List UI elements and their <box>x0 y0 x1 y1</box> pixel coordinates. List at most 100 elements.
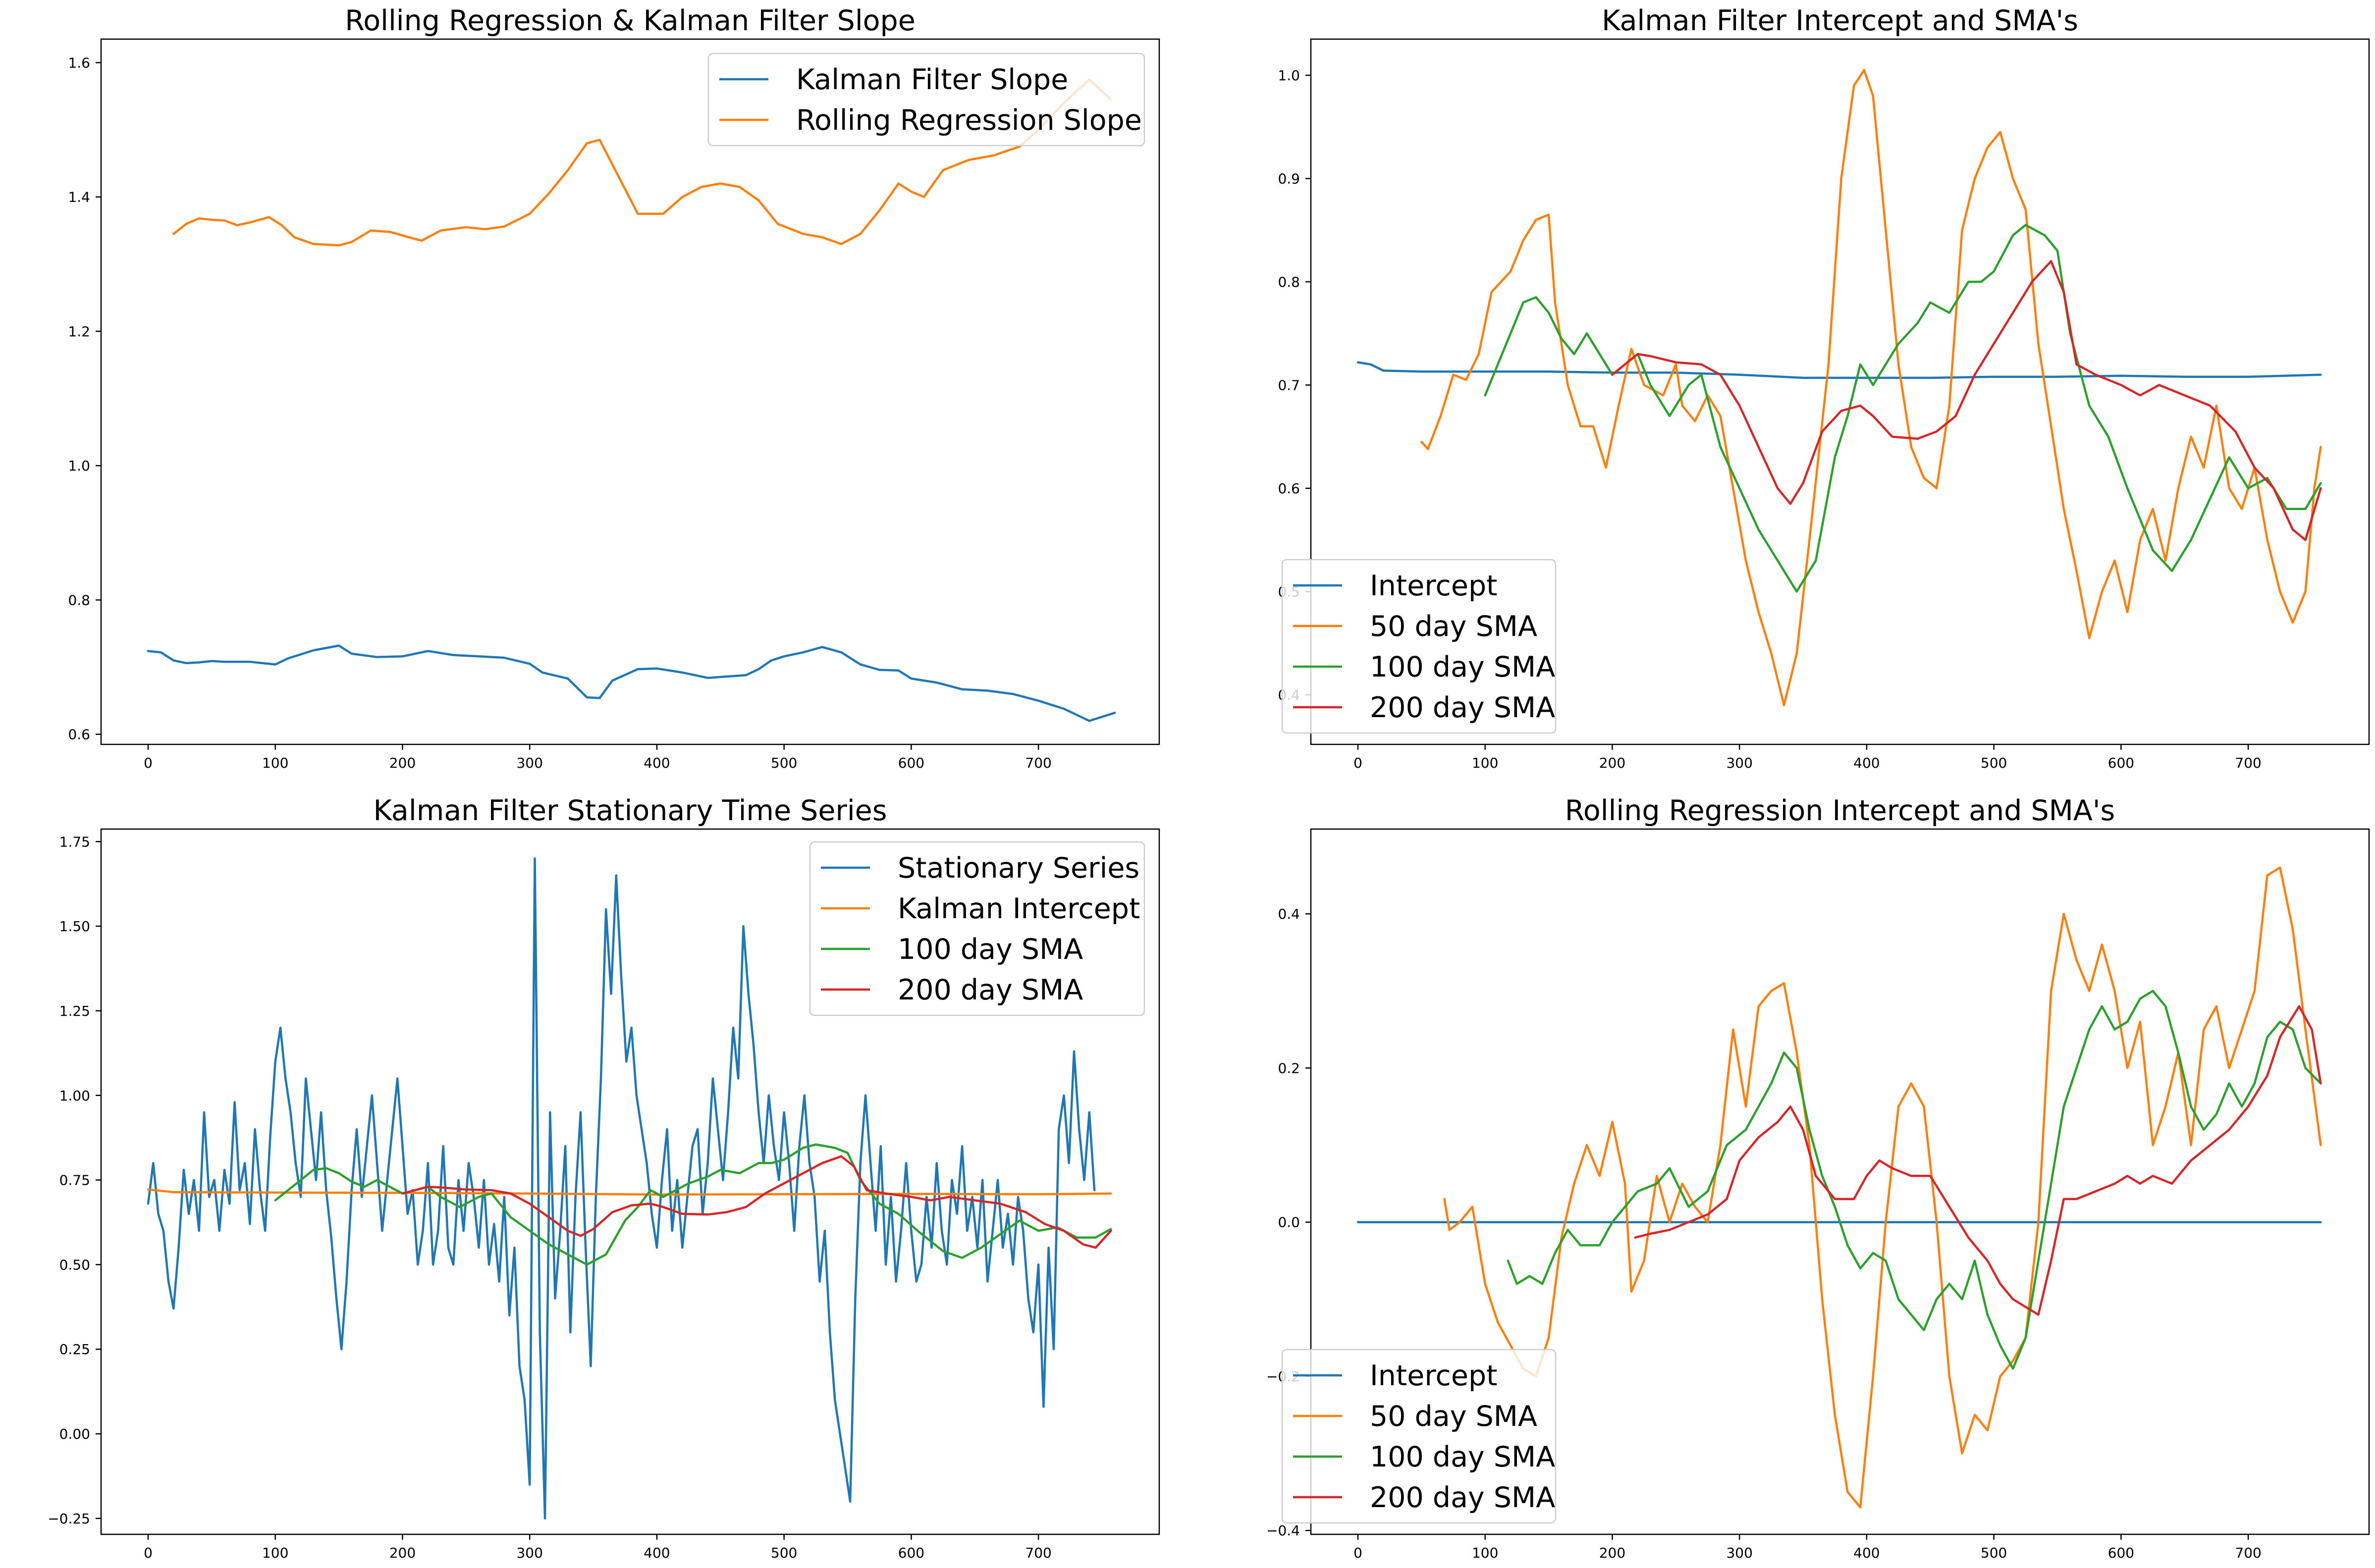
x-tick-label: 200 <box>1599 1545 1625 1561</box>
x-tick-label: 500 <box>771 755 797 771</box>
legend-label: 200 day SMA <box>1370 1481 1555 1514</box>
x-tick-label: 400 <box>644 1545 670 1561</box>
legend-label: Kalman Intercept <box>898 892 1140 925</box>
axes-frame <box>100 38 1160 745</box>
legend: Intercept 50 day SMA 100 day SMA 200 day SM… <box>1281 1349 1557 1524</box>
y-tick-label: 1.6 <box>68 54 90 71</box>
y-tick-label: 1.0 <box>68 458 90 474</box>
y-tick-label: 1.0 <box>1278 67 1300 84</box>
y-tick-label: 0.4 <box>1278 906 1300 922</box>
series-line-stationary-series <box>147 857 1096 1520</box>
x-tick-label: 600 <box>2108 755 2134 771</box>
y-tick-label: 0.8 <box>68 592 90 608</box>
series-line-50-day-sma <box>1420 69 2322 707</box>
series-line-200-day-sma <box>1634 1005 2322 1316</box>
legend-box <box>1281 559 1557 734</box>
series-line-50-day-sma <box>1443 866 2322 1509</box>
series-line-intercept <box>1356 361 2322 379</box>
series-line-200-day-sma <box>1611 260 2322 541</box>
y-tick-label: 0.2 <box>1278 1060 1300 1076</box>
x-tick-label: 300 <box>516 755 542 771</box>
x-tick-label: 600 <box>2108 1545 2134 1561</box>
legend-box <box>809 841 1145 1016</box>
y-tick-label: 0.8 <box>1278 274 1300 290</box>
chart-title: Rolling Regression Intercept and SMA's <box>1565 794 2115 827</box>
legend-label: 200 day SMA <box>1370 691 1555 724</box>
legend-label: Stationary Series <box>898 852 1139 885</box>
x-tick-label: 700 <box>2235 1545 2261 1561</box>
x-tick-label: 700 <box>1025 1545 1051 1561</box>
chart-title: Kalman Filter Intercept and SMA's <box>1602 4 2078 37</box>
x-tick-label: 200 <box>389 755 416 771</box>
x-tick-label: 600 <box>898 755 924 771</box>
axes-frame <box>1310 828 2370 1535</box>
axes-frame <box>100 828 1160 1535</box>
y-tick-label: 0.9 <box>1278 170 1300 187</box>
x-tick-label: 200 <box>389 1545 416 1561</box>
series-line-rolling-regression-slope <box>172 78 1112 247</box>
legend: Kalman Filter Slope Rolling Regression Sl… <box>707 52 1145 147</box>
legend-box <box>707 52 1145 147</box>
series-group <box>147 857 1112 1520</box>
legend-label: Intercept <box>1370 570 1497 602</box>
x-tick-label: 700 <box>2235 755 2261 771</box>
series-line-200-day-sma <box>401 1155 1112 1249</box>
y-tick-label: 0.75 <box>59 1172 90 1189</box>
legend-label: Intercept <box>1370 1359 1497 1392</box>
x-tick-label: 100 <box>1472 755 1498 771</box>
y-tick-label: 1.2 <box>68 323 90 340</box>
chart-slope: Rolling Regression & Kalman Filter Slope… <box>68 4 1160 771</box>
x-tick-label: 200 <box>1599 755 1625 771</box>
x-tick-label: 500 <box>1981 755 2007 771</box>
legend-label: 100 day SMA <box>898 933 1083 966</box>
y-tick-label: 1.75 <box>59 834 90 850</box>
y-tick-label: 0.50 <box>59 1256 90 1273</box>
series-line-100-day-sma <box>274 1143 1112 1266</box>
y-tick-label: 0.00 <box>59 1426 90 1442</box>
series-line-100-day-sma <box>1507 990 2322 1370</box>
series-line-kalman-filter-slope <box>147 644 1116 722</box>
legend-box <box>1281 1349 1557 1524</box>
y-tick-label: −0.25 <box>48 1511 90 1527</box>
y-tick-label: 1.50 <box>59 918 90 935</box>
y-tick-label: 0.7 <box>1278 377 1300 393</box>
x-tick-label: 100 <box>262 1545 288 1561</box>
x-tick-label: 300 <box>516 1545 542 1561</box>
y-tick-label: 1.4 <box>68 189 90 206</box>
series-line-kalman-intercept <box>147 1188 1112 1196</box>
legend: Intercept 50 day SMA 100 day SMA 200 day SM… <box>1281 559 1557 734</box>
x-tick-label: 0 <box>144 755 153 771</box>
series-group <box>1356 69 2322 707</box>
series-group <box>147 78 1116 722</box>
chart-stationary: Kalman Filter Stationary Time Series 0 100… <box>48 794 1160 1561</box>
chart-kalman_intercept: Kalman Filter Intercept and SMA's 0 100 200… <box>1278 4 2370 771</box>
x-tick-label: 100 <box>262 755 288 771</box>
x-tick-label: 600 <box>898 1545 924 1561</box>
y-tick-label: −0.4 <box>1266 1522 1300 1539</box>
x-tick-label: 400 <box>644 755 670 771</box>
legend-label: 50 day SMA <box>1370 1400 1537 1433</box>
x-tick-label: 300 <box>1726 755 1752 771</box>
y-tick-label: 0.6 <box>1278 480 1300 497</box>
legend-label: Kalman Filter Slope <box>796 63 1068 96</box>
x-tick-label: 0 <box>1353 755 1362 771</box>
y-tick-label: 1.00 <box>59 1088 90 1104</box>
x-tick-label: 0 <box>144 1545 153 1561</box>
y-tick-label: 0.0 <box>1278 1214 1300 1231</box>
legend-label: 100 day SMA <box>1370 1441 1555 1473</box>
legend-label: Rolling Regression Slope <box>796 104 1142 137</box>
series-group <box>1356 866 2322 1509</box>
x-tick-label: 0 <box>1353 1545 1362 1561</box>
x-tick-label: 400 <box>1853 1545 1880 1561</box>
y-tick-label: 0.6 <box>68 727 90 743</box>
x-tick-label: 700 <box>1025 755 1051 771</box>
legend-label: 200 day SMA <box>898 974 1083 1006</box>
axes-frame <box>1310 38 2370 745</box>
legend-label: 50 day SMA <box>1370 610 1537 643</box>
chart-rolling_intercept: Rolling Regression Intercept and SMA's 0 1… <box>1266 794 2370 1561</box>
chart-title: Rolling Regression & Kalman Filter Slope <box>345 4 916 37</box>
y-tick-label: 1.25 <box>59 1003 90 1019</box>
x-tick-label: 400 <box>1853 755 1880 771</box>
x-tick-label: 300 <box>1726 1545 1752 1561</box>
